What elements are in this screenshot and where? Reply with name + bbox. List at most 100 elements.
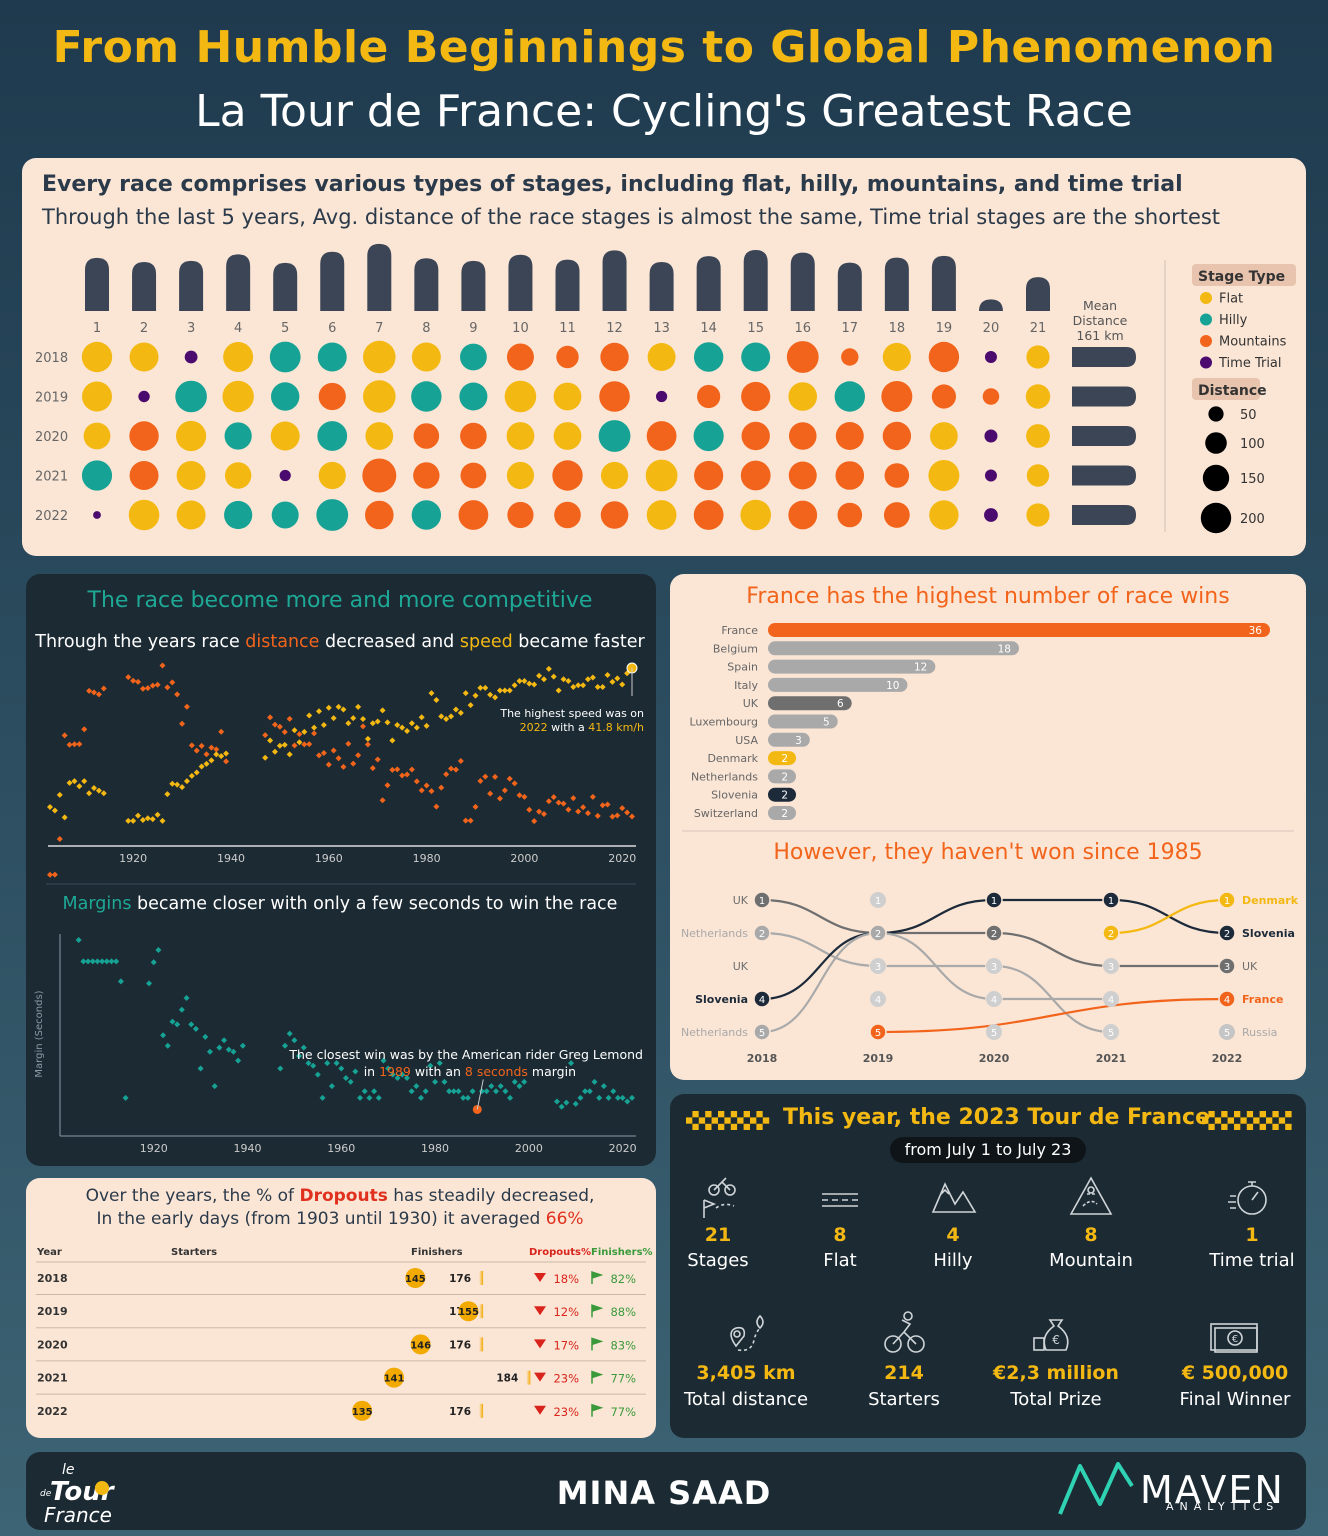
stage-dot <box>223 342 254 372</box>
stage-dot <box>411 381 442 412</box>
checker-square <box>1234 1123 1241 1130</box>
bump-rank: 5 <box>1224 1028 1230 1039</box>
finishers-dot <box>410 1334 431 1355</box>
speed-point <box>584 676 591 683</box>
stage-number-label: 13 <box>653 321 670 336</box>
logo-france: France <box>44 1503 112 1527</box>
speed-point <box>66 779 73 786</box>
stage-dot <box>271 501 299 529</box>
stage-dot <box>600 461 629 490</box>
x-tick-label: 1980 <box>413 852 441 865</box>
legend-size-label: 100 <box>1240 437 1265 452</box>
bump-rank: 3 <box>1108 962 1114 973</box>
stage-dot <box>930 422 958 450</box>
finishers-bar <box>479 1271 484 1285</box>
distance-point <box>81 726 88 733</box>
stage-dot <box>365 500 394 530</box>
speed-point <box>159 817 166 824</box>
stage-dot <box>693 342 724 372</box>
stage-dot <box>506 343 534 371</box>
distance-point <box>267 714 274 721</box>
distance-point <box>394 766 401 773</box>
checker-square <box>1285 1111 1292 1118</box>
stage-dot <box>883 502 910 528</box>
finishers-bar <box>479 1403 484 1418</box>
margin-annotation-line1: The closest win was by the American ride… <box>288 1047 643 1062</box>
stage-dot <box>984 351 997 363</box>
stage-mean-bar <box>1026 277 1050 311</box>
checker-square <box>698 1117 706 1124</box>
speed-point <box>448 713 455 720</box>
stage-dot <box>175 380 207 413</box>
margin-point <box>516 1083 523 1090</box>
margin-point <box>85 958 92 965</box>
bump-ghost-point <box>986 958 1002 974</box>
checker-square <box>743 1111 750 1118</box>
x-tick-label: 1920 <box>140 1142 168 1155</box>
legend-swatch <box>1200 292 1212 304</box>
checker-square <box>1240 1123 1247 1130</box>
bump-line <box>877 997 1228 1034</box>
stage-dot <box>697 384 721 409</box>
stage-dot <box>459 382 488 411</box>
distance-point <box>306 741 313 748</box>
bump-year-label: 2021 <box>1096 1052 1127 1065</box>
margin-point <box>117 978 124 985</box>
stage-dot <box>317 342 347 372</box>
distance-point <box>169 679 176 686</box>
margin-point <box>361 1088 368 1095</box>
kpi-value: 21 <box>704 1224 732 1246</box>
speed-point <box>174 781 181 788</box>
checker-square <box>730 1117 738 1124</box>
margin-point <box>188 1021 195 1028</box>
margins-highlight: Margins <box>62 894 132 914</box>
stage-dot <box>740 460 771 491</box>
distance-point <box>203 751 210 758</box>
bump-point <box>1218 924 1236 942</box>
row-finishers: 135 <box>352 1407 373 1418</box>
distance-point <box>374 756 381 763</box>
annotation-line <box>476 1079 484 1110</box>
speed-point <box>511 682 518 689</box>
checker-square <box>692 1111 699 1118</box>
year2023-dates: from July 1 to July 23 <box>890 1137 1086 1163</box>
distance-point <box>262 732 269 739</box>
margin-title-text: became closer with only a few seconds to… <box>131 894 618 914</box>
euro-sign: € <box>1052 1333 1060 1347</box>
margin-point <box>610 1088 617 1095</box>
speed-point <box>276 742 283 749</box>
distance-point <box>369 765 376 772</box>
wins-value: 18 <box>998 643 1011 655</box>
distance-point <box>66 741 73 748</box>
stage-dot <box>316 499 349 531</box>
bump-left-label: Netherlands <box>681 1026 748 1039</box>
margin-point <box>352 1068 359 1075</box>
checker-square <box>711 1123 718 1130</box>
margin-point <box>230 1048 237 1055</box>
legend-size-dot <box>1202 464 1230 492</box>
bump-point <box>1218 990 1236 1008</box>
speed-point <box>325 704 332 711</box>
margin-point <box>206 1048 213 1055</box>
distance-point <box>545 798 552 805</box>
bump-line <box>1110 898 1228 935</box>
speed-point <box>51 807 58 814</box>
wins-value: 3 <box>795 735 802 747</box>
distance-point <box>364 741 371 748</box>
stage-number-label: 20 <box>983 321 1000 336</box>
speed-point <box>384 719 391 726</box>
distance-point <box>330 747 337 754</box>
checker-flag-icon <box>1202 1111 1292 1130</box>
distance-point <box>516 792 523 799</box>
row-starters: 176 <box>449 1339 471 1351</box>
stage-dot <box>788 422 817 450</box>
row-finishers-pct: 83% <box>610 1338 636 1352</box>
checker-square <box>1246 1117 1254 1124</box>
stopwatch-icon <box>1228 1181 1267 1215</box>
kpi-label: Mountain <box>1049 1250 1133 1271</box>
margin-point <box>282 1042 289 1049</box>
checker-square <box>705 1111 712 1118</box>
snow <box>940 1188 950 1195</box>
dropouts-table: Year Starters Finishers Dropouts% Finishers%… <box>36 1247 653 1421</box>
pin2 <box>756 1314 764 1330</box>
